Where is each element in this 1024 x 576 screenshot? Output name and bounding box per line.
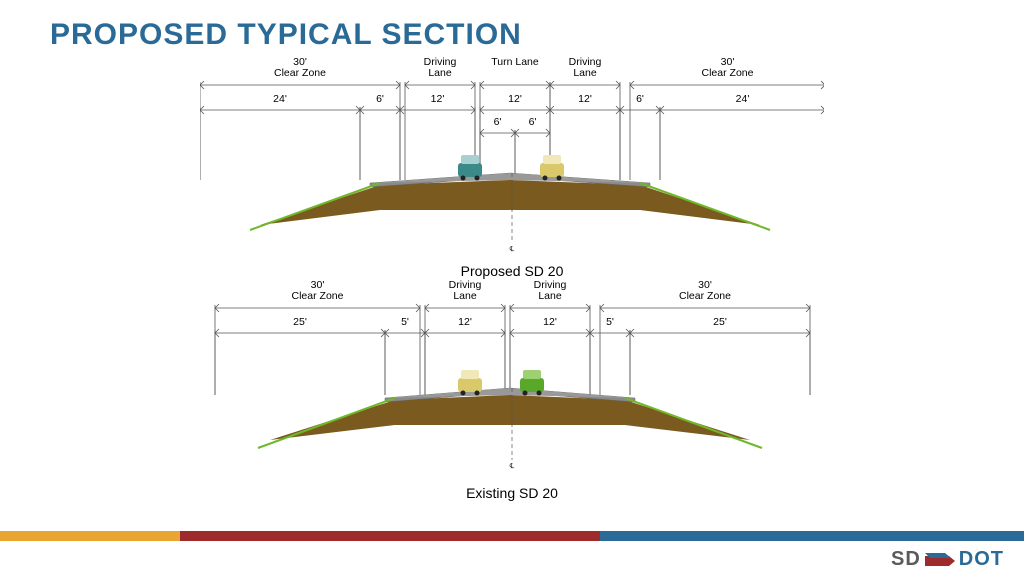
svg-text:Clear Zone: Clear Zone — [679, 290, 731, 302]
page-title: PROPOSED TYPICAL SECTION — [50, 18, 522, 52]
sd-dot-logo: SD DOT — [891, 548, 1004, 571]
svg-text:Clear Zone: Clear Zone — [702, 67, 754, 79]
car-right — [520, 370, 544, 396]
footer-seg-1 — [0, 531, 180, 541]
proposed-svg: 30'Clear ZoneDrivingLaneTurn LaneDriving… — [200, 55, 824, 255]
svg-text:24': 24' — [736, 93, 750, 105]
car-right — [540, 155, 564, 181]
svg-text:6': 6' — [529, 116, 537, 128]
footer-bar — [0, 531, 1024, 541]
earth-fill — [260, 180, 760, 225]
svg-text:25': 25' — [293, 316, 307, 328]
svg-text:Clear Zone: Clear Zone — [292, 290, 344, 302]
logo-sd: SD — [891, 548, 921, 571]
svg-text:Clear Zone: Clear Zone — [274, 67, 326, 79]
proposed-section: 30'Clear ZoneDrivingLaneTurn LaneDriving… — [200, 55, 824, 275]
svg-text:Lane: Lane — [538, 290, 562, 302]
existing-svg: 30'Clear ZoneDrivingLaneDrivingLane30'Cl… — [200, 280, 824, 475]
diagram-container: 30'Clear ZoneDrivingLaneTurn LaneDriving… — [200, 55, 824, 505]
proposed-title: Proposed SD 20 — [200, 263, 824, 279]
svg-text:Lane: Lane — [428, 67, 452, 79]
footer-seg-3 — [600, 531, 1024, 541]
svg-text:12': 12' — [458, 316, 472, 328]
svg-text:12': 12' — [543, 316, 557, 328]
svg-text:12': 12' — [578, 93, 592, 105]
svg-text:6': 6' — [494, 116, 502, 128]
proposed-cross-section: ℄ — [250, 155, 770, 253]
footer-seg-2 — [180, 531, 600, 541]
svg-text:℄: ℄ — [509, 246, 515, 253]
car-left — [458, 155, 482, 181]
svg-text:12': 12' — [431, 93, 445, 105]
svg-text:6': 6' — [376, 93, 384, 105]
logo-dot: DOT — [959, 548, 1004, 571]
existing-title: Existing SD 20 — [200, 485, 824, 501]
svg-text:Turn Lane: Turn Lane — [491, 56, 539, 68]
logo-flag-icon — [925, 552, 955, 568]
svg-text:5': 5' — [401, 316, 409, 328]
svg-text:℄: ℄ — [509, 463, 515, 470]
existing-section: 30'Clear ZoneDrivingLaneDrivingLane30'Cl… — [200, 280, 824, 495]
car-left — [458, 370, 482, 396]
svg-text:Lane: Lane — [573, 67, 597, 79]
svg-text:Lane: Lane — [453, 290, 477, 302]
svg-text:24': 24' — [273, 93, 287, 105]
svg-text:25': 25' — [713, 316, 727, 328]
svg-text:5': 5' — [606, 316, 614, 328]
svg-text:12': 12' — [508, 93, 522, 105]
svg-text:6': 6' — [636, 93, 644, 105]
